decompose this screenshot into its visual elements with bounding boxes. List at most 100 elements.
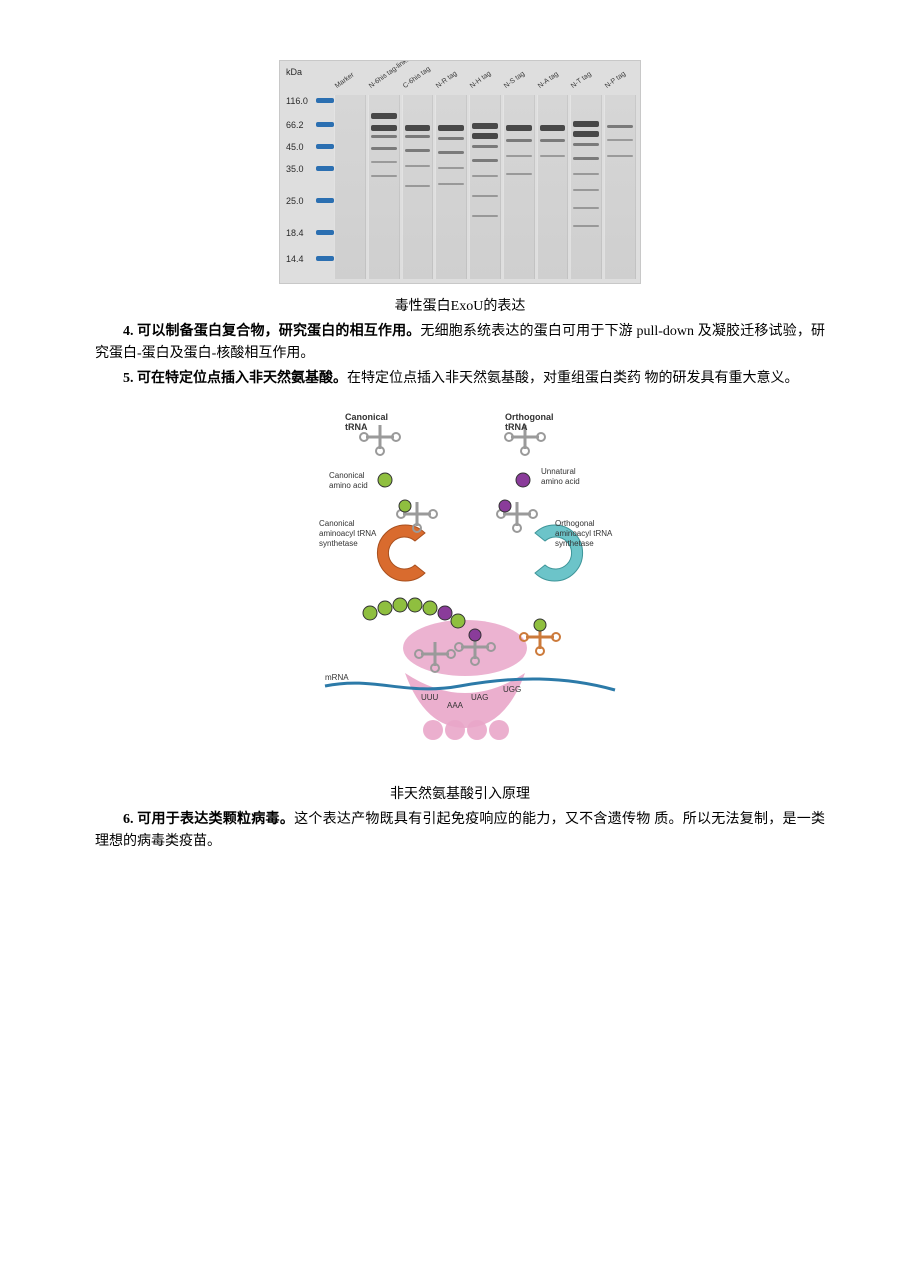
svg-text:Canonical: Canonical: [319, 519, 355, 528]
gel-band: [438, 167, 464, 169]
gel-lane: [469, 95, 501, 279]
svg-text:aminoacyl tRNA: aminoacyl tRNA: [555, 529, 613, 538]
svg-text:mRNA: mRNA: [325, 673, 349, 682]
marker-band: [316, 198, 334, 203]
marker-band: [316, 166, 334, 171]
gel-band: [472, 133, 498, 139]
gel-band: [438, 137, 464, 140]
para5-rest: 在特定位点插入非天然氨基酸，对重组蛋白类药 物的研发具有重大意义。: [347, 371, 799, 386]
gel-caption: 毒性蛋白ExoU的表达: [95, 295, 825, 315]
lane-label: N-P tag: [604, 70, 627, 90]
svg-text:synthetase: synthetase: [319, 539, 358, 548]
kda-label: 14.4: [286, 255, 304, 264]
diagram-caption: 非天然氨基酸引入原理: [95, 783, 825, 803]
gel-lane: [604, 95, 636, 279]
gel-band: [540, 155, 566, 157]
diagram-figure: CanonicaltRNAOrthogonaltRNACanonicalamin…: [95, 408, 825, 773]
para4-bold: 可以制备蛋白复合物，研究蛋白的相互作用。: [137, 324, 420, 339]
gel-band: [371, 175, 397, 177]
gel-band: [506, 155, 532, 157]
para4-num: 4.: [123, 324, 137, 339]
gel-figure: kDa 116.066.245.035.025.018.414.4 Marker…: [95, 60, 825, 289]
gel-band: [573, 143, 599, 146]
gel-band: [438, 151, 464, 154]
paragraph-6: 6. 可用于表达类颗粒病毒。这个表达产物既具有引起免疫响应的能力，又不含遗传物 …: [95, 809, 825, 852]
gel-band: [472, 215, 498, 217]
gel-band: [506, 125, 532, 131]
svg-text:synthetase: synthetase: [555, 539, 594, 548]
marker-band: [316, 256, 334, 261]
gel-band: [371, 161, 397, 163]
gel-band: [371, 147, 397, 150]
kda-label: 116.0: [286, 97, 308, 106]
gel-band: [607, 139, 633, 141]
kda-label: 45.0: [286, 143, 304, 152]
gel-lanes: [334, 95, 636, 279]
gel-band: [573, 173, 599, 175]
kda-label: 66.2: [286, 121, 304, 130]
gel-lane: [570, 95, 602, 279]
kda-unit: kDa: [286, 67, 302, 77]
gel-lane: [334, 95, 366, 279]
svg-text:UAG: UAG: [471, 693, 488, 702]
gel-lane: [368, 95, 400, 279]
paragraph-4: 4. 可以制备蛋白复合物，研究蛋白的相互作用。无细胞系统表达的蛋白可用于下游 p…: [95, 321, 825, 364]
gel-band: [472, 159, 498, 162]
para5-num: 5.: [123, 371, 137, 386]
kda-label: 35.0: [286, 165, 304, 174]
gel-band: [573, 131, 599, 137]
gel-band: [438, 183, 464, 185]
svg-text:Orthogonal: Orthogonal: [555, 519, 595, 528]
gel-band: [472, 175, 498, 177]
gel-lane: [435, 95, 467, 279]
kda-label: 25.0: [286, 197, 304, 206]
gel-band: [540, 125, 566, 131]
marker-band: [316, 122, 334, 127]
marker-band: [316, 98, 334, 103]
gel-band: [405, 165, 431, 167]
paragraph-5: 5. 可在特定位点插入非天然氨基酸。在特定位点插入非天然氨基酸，对重组蛋白类药 …: [95, 368, 825, 390]
para6-num: 6.: [123, 812, 137, 827]
gel-band: [438, 125, 464, 131]
svg-text:AAA: AAA: [447, 701, 464, 710]
svg-text:UUU: UUU: [421, 693, 439, 702]
gel-band: [607, 155, 633, 157]
lane-label: N-S tag: [503, 70, 526, 90]
svg-text:tRNA: tRNA: [505, 422, 528, 432]
gel-band: [472, 145, 498, 148]
svg-text:amino acid: amino acid: [541, 477, 580, 486]
svg-text:tRNA: tRNA: [345, 422, 368, 432]
lane-label: N-T tag: [570, 71, 593, 90]
gel-lane: [537, 95, 569, 279]
svg-text:UGG: UGG: [503, 685, 521, 694]
lane-label: N-R tag: [435, 70, 459, 90]
gel-band: [573, 189, 599, 191]
gel-band: [573, 207, 599, 209]
svg-text:Canonical: Canonical: [345, 412, 388, 422]
gel-band: [573, 157, 599, 160]
gel-band: [607, 125, 633, 128]
gel-lane: [402, 95, 434, 279]
gel-y-axis: kDa 116.066.245.035.025.018.414.4: [286, 87, 330, 277]
gel-band: [371, 113, 397, 119]
gel-band: [405, 185, 431, 187]
svg-text:Unnatural: Unnatural: [541, 467, 576, 476]
gel-band: [371, 125, 397, 131]
svg-text:Canonical: Canonical: [329, 471, 365, 480]
diagram-image: CanonicaltRNAOrthogonaltRNACanonicalamin…: [285, 408, 635, 768]
marker-band: [316, 230, 334, 235]
marker-band: [316, 144, 334, 149]
para6-bold: 可用于表达类颗粒病毒。: [137, 812, 294, 827]
svg-text:aminoacyl tRNA: aminoacyl tRNA: [319, 529, 377, 538]
svg-text:amino acid: amino acid: [329, 481, 368, 490]
gel-band: [506, 173, 532, 175]
lane-label: C-6his tag: [401, 66, 431, 90]
gel-band: [405, 149, 431, 152]
gel-lane: [503, 95, 535, 279]
gel-band: [540, 139, 566, 142]
gel-band: [371, 135, 397, 138]
lane-label: Marker: [334, 72, 356, 90]
gel-band: [573, 225, 599, 227]
gel-band: [405, 135, 431, 138]
svg-text:Orthogonal: Orthogonal: [505, 412, 554, 422]
